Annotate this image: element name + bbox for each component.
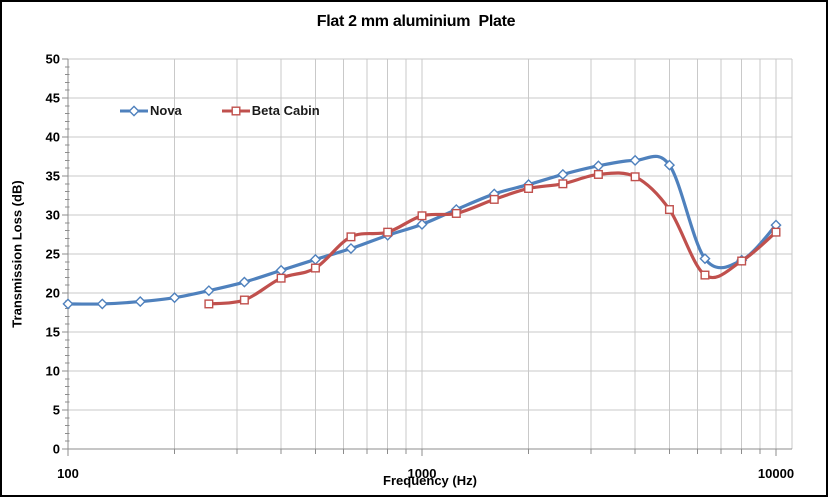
y-tick-label: 0 <box>53 442 60 457</box>
gridlines <box>67 58 793 449</box>
y-tick-label: 25 <box>46 247 60 262</box>
x-tick-label: 10000 <box>758 466 794 481</box>
y-tick-label: 15 <box>46 325 60 340</box>
y-tick-label: 5 <box>53 403 60 418</box>
diamond-marker-icon <box>592 160 604 172</box>
square-marker-icon <box>630 172 640 182</box>
x-tick-label: 1000 <box>408 466 437 481</box>
square-marker-icon <box>700 270 710 280</box>
y-axis-title: Transmission Loss (dB) <box>9 180 25 328</box>
square-marker-icon <box>383 227 393 237</box>
diamond-marker-icon <box>128 104 140 117</box>
y-tick-label: 30 <box>46 208 60 223</box>
square-marker-icon <box>451 208 461 218</box>
square-marker-icon <box>276 273 286 283</box>
diamond-marker-icon <box>309 253 322 266</box>
square-marker-icon <box>221 106 250 115</box>
legend-entry-beta-cabin: Beta Cabin <box>221 103 320 118</box>
y-tick-label: 35 <box>46 169 60 184</box>
square-marker-icon <box>664 205 674 215</box>
legend-label: Nova <box>150 103 182 118</box>
diamond-marker-icon <box>699 253 711 265</box>
series-beta-cabin <box>204 169 781 309</box>
diamond-marker-icon <box>203 285 215 297</box>
diamond-marker-icon <box>275 264 287 276</box>
y-tick-label: 45 <box>46 91 60 106</box>
x-tick-label: 100 <box>57 466 79 481</box>
square-marker-icon <box>204 299 214 309</box>
diamond-marker-icon <box>96 298 108 310</box>
y-tick-label: 10 <box>46 364 60 379</box>
square-marker-icon <box>239 295 249 305</box>
legend: Nova Beta Cabin <box>120 103 320 118</box>
diamond-marker-icon <box>134 295 146 308</box>
square-marker-icon <box>558 179 568 189</box>
y-tick-label: 50 <box>46 52 60 67</box>
tick-labels: 0 5 10 15 20 25 30 35 40 45 50 100 1000 10000 <box>46 52 795 482</box>
chart-title: Flat 2 mm aluminium Plate <box>316 13 516 30</box>
diamond-marker-icon <box>416 218 428 230</box>
square-marker-icon <box>310 263 320 273</box>
diamond-marker-icon <box>120 104 148 117</box>
diamond-marker-icon <box>62 298 74 310</box>
y-tick-label: 20 <box>46 286 60 301</box>
diamond-marker-icon <box>557 168 569 181</box>
square-marker-icon <box>346 232 356 242</box>
diamond-marker-icon <box>238 276 250 288</box>
y-tick-label: 40 <box>46 130 60 145</box>
square-marker-icon <box>489 194 499 204</box>
square-marker-icon <box>231 106 241 115</box>
square-marker-icon <box>771 227 781 237</box>
square-marker-icon <box>417 211 427 221</box>
diamond-marker-icon <box>629 154 641 166</box>
square-marker-icon <box>737 256 747 266</box>
legend-label: Beta Cabin <box>251 103 320 118</box>
axes <box>62 58 792 456</box>
legend-entry-nova: Nova <box>120 103 182 118</box>
diamond-marker-icon <box>345 242 357 255</box>
diamond-marker-icon <box>663 159 676 171</box>
square-marker-icon <box>524 183 534 193</box>
x-axis-title: Frequency (Hz) <box>383 473 477 488</box>
square-marker-icon <box>593 169 603 179</box>
diamond-marker-icon <box>168 292 181 304</box>
